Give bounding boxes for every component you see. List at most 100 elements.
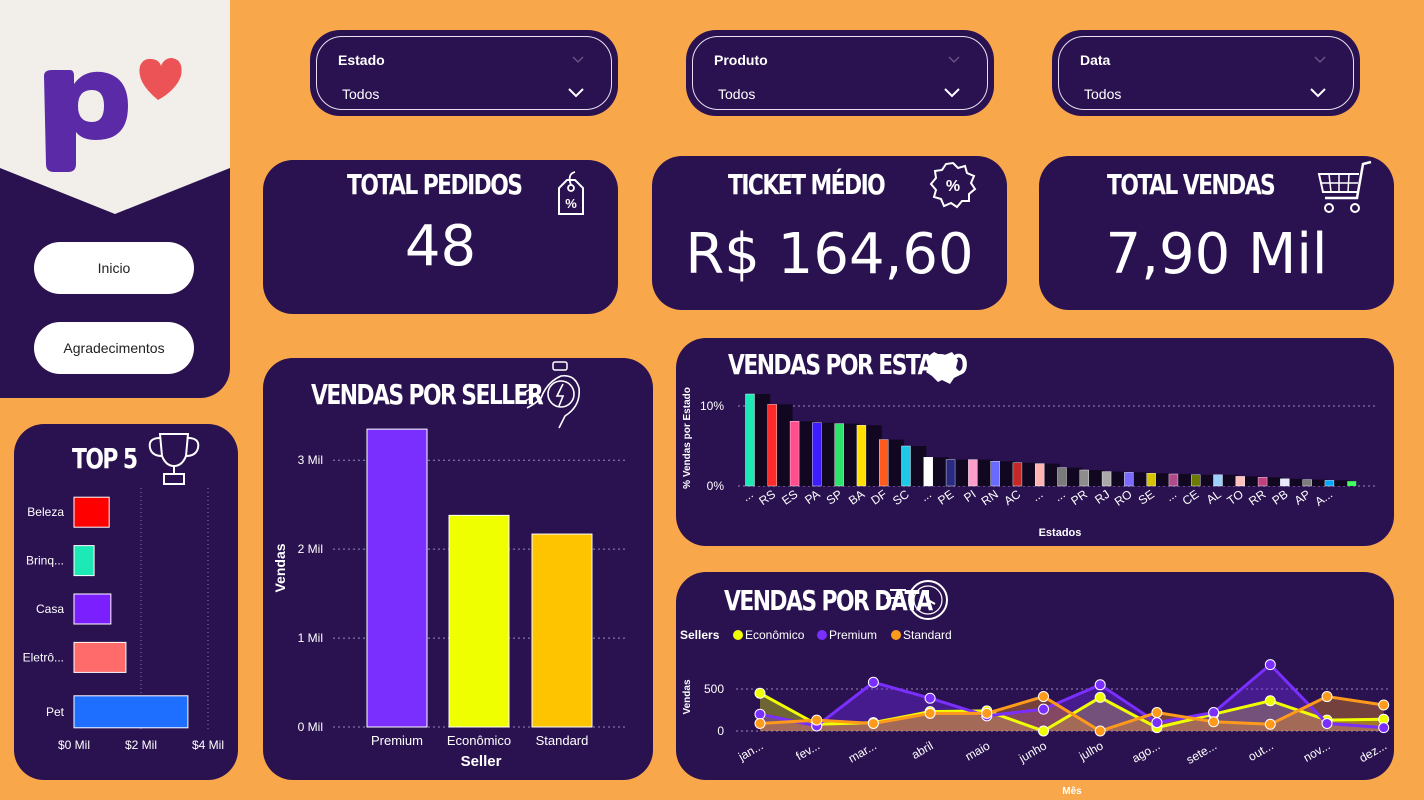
legend-marker: [733, 630, 743, 640]
date-panel: VENDAS POR DATA Sellers Econômico Premium S…: [676, 572, 1394, 797]
y-tick-label: 2 Mil: [298, 542, 323, 556]
data-point: [1208, 716, 1220, 728]
category-label: dez...: [1357, 738, 1389, 765]
chart-title: TOP 5: [72, 442, 138, 475]
y-axis-label: % Vendas por Estado: [682, 387, 693, 489]
data-point: [754, 717, 766, 729]
chevron-down-icon: [1314, 56, 1326, 63]
shopping-cart-icon: [1317, 160, 1372, 213]
fast-clock-icon: [886, 580, 948, 620]
chart-title: VENDAS POR ESTADO: [728, 348, 968, 381]
bar: [1057, 467, 1067, 487]
data-point: [1264, 659, 1276, 671]
bar: [1235, 476, 1245, 487]
bar: [901, 445, 911, 487]
kpi-title: TOTAL PEDIDOS: [347, 168, 523, 201]
category-label: fev...: [793, 738, 822, 763]
product-filter-value: Todos: [718, 86, 756, 102]
category-label: julho: [1076, 738, 1106, 763]
state-filter[interactable]: Estado Todos: [310, 30, 618, 116]
bar: [366, 428, 428, 728]
product-filter-label: Produto: [714, 52, 768, 68]
category-label: CE: [1180, 487, 1202, 508]
bar: [1213, 474, 1223, 487]
bar: [1347, 481, 1357, 486]
data-point: [1208, 707, 1220, 719]
bar: [812, 422, 822, 487]
category-label: Brinq...: [26, 554, 64, 568]
category-label: PB: [1269, 487, 1290, 508]
x-tick-label: $0 Mil: [58, 738, 90, 752]
x-axis-label: Estados: [1039, 527, 1082, 539]
category-label: RN: [979, 487, 1001, 508]
legend-label: Premium: [829, 628, 877, 642]
data-point: [811, 714, 823, 726]
bar: [1302, 479, 1312, 487]
category-label: BA: [846, 487, 867, 508]
category-label: PE: [935, 487, 956, 508]
top5-panel: TOP 5 $0 Mil $2 Mil $4 Mil Beleza Brinq... Ca…: [14, 424, 238, 780]
category-label: sete...: [1184, 738, 1219, 766]
kpi-ticket-medio: TICKET MÉDIO % R$ 164,60: [652, 156, 1007, 310]
data-point: [867, 676, 879, 688]
category-label: mar...: [846, 738, 879, 765]
bar: [73, 593, 112, 625]
category-label: ...: [918, 487, 934, 504]
y-tick-label: 0 Mil: [298, 720, 323, 734]
date-filter-label: Data: [1080, 52, 1111, 68]
kpi-title: TICKET MÉDIO: [728, 168, 886, 201]
category-label: PA: [802, 487, 822, 507]
data-point: [1094, 725, 1106, 737]
data-point: [1264, 718, 1276, 730]
category-label: Eletrô...: [23, 650, 64, 664]
state-filter-value: Todos: [342, 86, 380, 102]
bar: [1324, 480, 1335, 487]
category-label: Beleza: [27, 505, 64, 519]
data-point: [1378, 699, 1390, 711]
bar: [73, 641, 127, 673]
category-label: Premium: [371, 733, 423, 748]
date-filter-value: Todos: [1084, 86, 1122, 102]
y-tick-label: 0%: [707, 479, 725, 493]
category-label: out...: [1246, 738, 1276, 763]
legend-title: Sellers: [680, 628, 720, 642]
kpi-value: 48: [404, 214, 477, 279]
category-label: A...: [1312, 487, 1335, 509]
category-label: ...: [1163, 487, 1179, 504]
bar: [1012, 462, 1023, 487]
category-label: junho: [1016, 738, 1050, 765]
shadow-area: [746, 394, 1356, 486]
category-label: abril: [909, 738, 936, 761]
chevron-down-icon[interactable]: [1310, 88, 1326, 98]
chevron-down-icon[interactable]: [944, 88, 960, 98]
category-label: ago...: [1129, 738, 1162, 765]
category-label: maio: [963, 738, 993, 763]
date-chart: Sellers Econômico Premium Standard 500 0 Venda…: [680, 628, 1390, 797]
data-point: [981, 707, 993, 719]
bar: [834, 423, 844, 487]
category-label: AC: [1001, 487, 1023, 508]
bar: [73, 545, 95, 577]
bar: [1191, 474, 1201, 487]
data-point: [754, 708, 766, 720]
state-chart: 10%0%% Vendas por Estado... RS ES PA SP BA DF S…: [682, 387, 1376, 539]
home-button[interactable]: Inicio: [34, 242, 194, 294]
data-point: [1378, 722, 1390, 734]
data-point: [924, 692, 936, 704]
brand-logo: [0, 0, 230, 214]
data-point: [1321, 691, 1333, 703]
category-label: RR: [1246, 487, 1269, 509]
sidebar: Inicio Agradecimentos: [0, 0, 230, 398]
legend-label: Standard: [903, 628, 952, 642]
product-filter[interactable]: Produto Todos: [686, 30, 994, 116]
date-filter[interactable]: Data Todos: [1052, 30, 1360, 116]
bar: [990, 460, 1000, 487]
chevron-down-icon[interactable]: [568, 88, 584, 98]
bar: [1280, 478, 1290, 487]
thanks-button[interactable]: Agradecimentos: [34, 322, 194, 374]
data-point: [1038, 725, 1049, 737]
bar: [1035, 463, 1045, 487]
y-tick-label: 10%: [700, 399, 724, 413]
category-label: ...: [1051, 487, 1067, 504]
svg-text:%: %: [946, 178, 960, 195]
